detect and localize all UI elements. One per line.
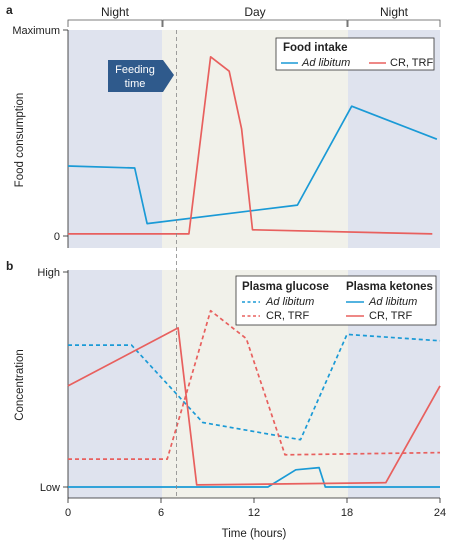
panel-b-legend-box [235, 275, 437, 326]
panel-a-legend-title: Food intake [283, 42, 348, 54]
feeding-time-callout: Feeding time [108, 60, 174, 92]
panel-b-legend-glucose-cr: CR, TRF [266, 310, 309, 322]
panel-a-series-line-1 [68, 55, 433, 235]
feeding-time-line2: time [125, 78, 146, 90]
panel-b-series-line-0 [68, 333, 441, 441]
x-axis-label: Time (hours) [222, 528, 287, 540]
panel-a-series-line-0 [67, 105, 438, 225]
panel-b-ytick-high: High [37, 267, 60, 279]
x-tick-label-0: 0 [65, 507, 71, 519]
timeline-brackets: Night Day Night [67, 5, 441, 27]
panel-b-series-line-3 [67, 327, 441, 486]
panel-a-ylabel: Food consumption [14, 93, 26, 188]
panel-b-legend-glucose-ad: Ad libitum [265, 296, 314, 308]
panel-a-ytick-zero: 0 [54, 231, 60, 243]
panel-b-legend-ketones-ad: Ad libitum [368, 296, 417, 308]
panel-b: b High Low Concentration Plasma glucose … [6, 259, 446, 540]
x-tick-label-12: 12 [248, 507, 260, 519]
panel-b-legend-glucose-title: Plasma glucose [242, 281, 329, 293]
x-tick-label-18: 18 [341, 507, 353, 519]
panel-b-legend: Plasma glucose Plasma ketones Ad libitum… [235, 275, 437, 326]
panel-a-ytick-max: Maximum [12, 25, 60, 37]
panel-b-night-start-band [68, 270, 162, 498]
night-left-bracket [67, 19, 163, 27]
panel-b-series-line-1 [68, 309, 441, 460]
panel-b-series-line-2 [68, 466, 440, 488]
panel-a-label: a [6, 3, 13, 17]
panel-b-legend-ketones-title: Plasma ketones [346, 281, 433, 293]
panel-a-legend-cr-trf: CR, TRF [390, 57, 433, 69]
feeding-time-line1: Feeding [115, 64, 155, 76]
panel-a-legend-box [275, 37, 435, 71]
feeding-time-callout-box [108, 60, 174, 92]
panel-b-series [67, 309, 441, 488]
panel-a-legend-ad-libitum: Ad libitum [301, 57, 350, 69]
day-label: Day [244, 5, 265, 19]
night-right-label: Night [380, 5, 409, 19]
x-tick-label-6: 6 [158, 507, 164, 519]
panel-a-legend: Food intake Ad libitum CR, TRF [275, 37, 435, 71]
panel-b-ylabel: Concentration [14, 349, 26, 421]
x-tick-label-24: 24 [434, 507, 446, 519]
panel-a-series [67, 55, 438, 235]
day-bracket [162, 19, 348, 27]
panel-b-ytick-low: Low [40, 482, 60, 494]
panel-b-legend-ketones-cr: CR, TRF [369, 310, 412, 322]
night-left-label: Night [101, 5, 130, 19]
panel-a: a Maximum 0 Food consumption Food intake… [6, 3, 440, 248]
night-right-bracket [347, 19, 441, 27]
panel-b-label: b [6, 259, 13, 273]
x-axis-ticks: 0 6 12 18 24 [65, 498, 446, 519]
